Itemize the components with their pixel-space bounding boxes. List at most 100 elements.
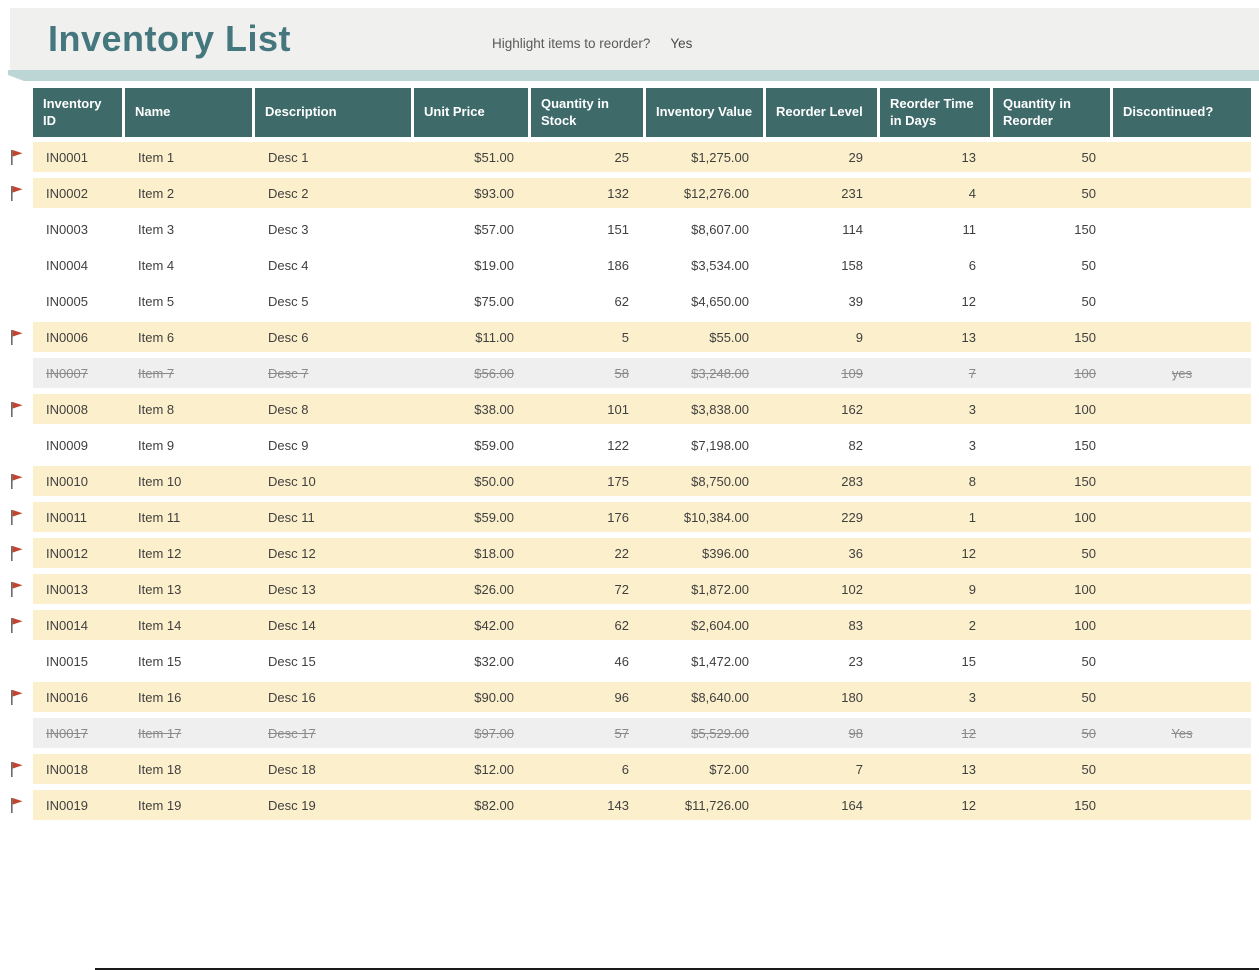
cell-inventory-value[interactable]: $5,529.00 xyxy=(691,725,749,741)
cell-description[interactable]: Desc 2 xyxy=(268,185,309,201)
cell-name[interactable]: Item 6 xyxy=(138,329,175,345)
cell-discontinued[interactable] xyxy=(1113,610,1251,640)
cell-inventory-value[interactable]: $8,640.00 xyxy=(691,689,749,705)
cell-discontinued[interactable] xyxy=(1113,286,1251,316)
cell-discontinued[interactable] xyxy=(1113,790,1251,820)
cell-reorder-time[interactable]: 12 xyxy=(961,725,976,741)
cell-reorder-time[interactable]: 4 xyxy=(968,185,976,201)
cell-name[interactable]: Item 19 xyxy=(138,797,182,813)
cell-reorder-time[interactable]: 12 xyxy=(961,797,976,813)
cell-reorder-level[interactable]: 164 xyxy=(841,797,863,813)
cell-quantity-in-reorder[interactable]: 50 xyxy=(1081,761,1096,777)
cell-quantity-in-reorder[interactable]: 150 xyxy=(1074,221,1096,237)
cell-inventory-id[interactable]: IN0001 xyxy=(46,149,88,165)
cell-unit-price[interactable]: $19.00 xyxy=(474,257,514,273)
cell-unit-price[interactable]: $11.00 xyxy=(475,329,514,345)
column-header-discontinued[interactable]: Discontinued? xyxy=(1113,88,1251,137)
cell-reorder-time[interactable]: 7 xyxy=(968,365,976,381)
cell-quantity-in-reorder[interactable]: 100 xyxy=(1074,365,1096,381)
cell-reorder-time[interactable]: 15 xyxy=(961,653,976,669)
cell-reorder-time[interactable]: 13 xyxy=(961,761,976,777)
cell-discontinued[interactable]: yes xyxy=(1171,365,1193,381)
cell-inventory-value[interactable]: $1,872.00 xyxy=(691,581,749,597)
cell-reorder-level[interactable]: 23 xyxy=(848,653,863,669)
cell-description[interactable]: Desc 5 xyxy=(268,293,309,309)
cell-discontinued[interactable] xyxy=(1113,754,1251,784)
cell-quantity-in-stock[interactable]: 176 xyxy=(607,509,629,525)
cell-description[interactable]: Desc 16 xyxy=(268,689,316,705)
cell-name[interactable]: Item 9 xyxy=(138,437,175,453)
cell-discontinued[interactable] xyxy=(1113,466,1251,496)
cell-quantity-in-reorder[interactable]: 50 xyxy=(1081,293,1096,309)
cell-reorder-time[interactable]: 12 xyxy=(961,545,976,561)
cell-name[interactable]: Item 7 xyxy=(138,365,175,381)
cell-inventory-value[interactable]: $1,472.00 xyxy=(691,653,749,669)
cell-quantity-in-stock[interactable]: 22 xyxy=(614,545,629,561)
cell-inventory-id[interactable]: IN0005 xyxy=(46,293,88,309)
cell-quantity-in-stock[interactable]: 62 xyxy=(614,293,629,309)
cell-unit-price[interactable]: $75.00 xyxy=(474,293,514,309)
column-header-quantity-in-reorder[interactable]: Quantity in Reorder xyxy=(993,88,1110,137)
cell-reorder-level[interactable]: 283 xyxy=(841,473,863,489)
column-header-inventory-value[interactable]: Inventory Value xyxy=(646,88,763,137)
cell-inventory-value[interactable]: $2,604.00 xyxy=(691,617,749,633)
cell-description[interactable]: Desc 13 xyxy=(268,581,316,597)
cell-reorder-time[interactable]: 9 xyxy=(968,581,976,597)
cell-description[interactable]: Desc 15 xyxy=(268,653,316,669)
cell-inventory-id[interactable]: IN0004 xyxy=(46,257,88,273)
cell-inventory-id[interactable]: IN0013 xyxy=(46,581,88,597)
cell-quantity-in-reorder[interactable]: 50 xyxy=(1081,545,1096,561)
cell-discontinued[interactable] xyxy=(1113,214,1251,244)
cell-unit-price[interactable]: $42.00 xyxy=(474,617,514,633)
cell-name[interactable]: Item 5 xyxy=(138,293,175,309)
cell-name[interactable]: Item 14 xyxy=(138,617,182,633)
cell-reorder-time[interactable]: 11 xyxy=(962,221,977,237)
cell-inventory-id[interactable]: IN0006 xyxy=(46,329,88,345)
cell-inventory-id[interactable]: IN0016 xyxy=(46,689,88,705)
cell-inventory-id[interactable]: IN0002 xyxy=(46,185,88,201)
cell-reorder-time[interactable]: 1 xyxy=(968,509,976,525)
cell-reorder-time[interactable]: 12 xyxy=(961,293,976,309)
cell-reorder-level[interactable]: 39 xyxy=(848,293,863,309)
cell-description[interactable]: Desc 4 xyxy=(268,257,309,273)
cell-quantity-in-reorder[interactable]: 50 xyxy=(1081,653,1096,669)
cell-reorder-level[interactable]: 162 xyxy=(841,401,863,417)
cell-quantity-in-stock[interactable]: 6 xyxy=(621,761,629,777)
cell-quantity-in-stock[interactable]: 132 xyxy=(607,185,629,201)
cell-inventory-id[interactable]: IN0015 xyxy=(46,653,88,669)
cell-description[interactable]: Desc 12 xyxy=(268,545,316,561)
cell-inventory-id[interactable]: IN0011 xyxy=(46,509,87,525)
column-header-inventory-id[interactable]: Inventory ID xyxy=(33,88,122,137)
cell-quantity-in-reorder[interactable]: 100 xyxy=(1074,617,1096,633)
column-header-reorder-time[interactable]: Reorder Time in Days xyxy=(880,88,990,137)
cell-discontinued[interactable] xyxy=(1113,538,1251,568)
cell-unit-price[interactable]: $12.00 xyxy=(474,761,514,777)
cell-name[interactable]: Item 15 xyxy=(138,653,182,669)
cell-inventory-value[interactable]: $11,726.00 xyxy=(684,797,749,813)
cell-discontinued[interactable] xyxy=(1113,322,1251,352)
cell-discontinued[interactable] xyxy=(1113,178,1251,208)
highlight-answer-value[interactable]: Yes xyxy=(670,36,693,51)
cell-inventory-value[interactable]: $3,248.00 xyxy=(691,365,749,381)
cell-inventory-id[interactable]: IN0003 xyxy=(46,221,88,237)
cell-unit-price[interactable]: $51.00 xyxy=(474,149,514,165)
cell-discontinued[interactable] xyxy=(1113,682,1251,712)
cell-unit-price[interactable]: $56.00 xyxy=(474,365,514,381)
cell-reorder-level[interactable]: 7 xyxy=(855,761,863,777)
cell-reorder-level[interactable]: 229 xyxy=(841,509,863,525)
cell-quantity-in-stock[interactable]: 58 xyxy=(614,365,629,381)
cell-reorder-level[interactable]: 114 xyxy=(842,221,863,237)
cell-reorder-level[interactable]: 231 xyxy=(841,185,863,201)
cell-reorder-time[interactable]: 6 xyxy=(968,257,976,273)
cell-reorder-time[interactable]: 3 xyxy=(968,401,976,417)
cell-description[interactable]: Desc 7 xyxy=(268,365,309,381)
cell-unit-price[interactable]: $32.00 xyxy=(474,653,514,669)
cell-unit-price[interactable]: $90.00 xyxy=(474,689,514,705)
cell-inventory-id[interactable]: IN0019 xyxy=(46,797,88,813)
cell-description[interactable]: Desc 9 xyxy=(268,437,309,453)
cell-inventory-id[interactable]: IN0017 xyxy=(46,725,88,741)
cell-inventory-value[interactable]: $3,534.00 xyxy=(691,257,749,273)
cell-quantity-in-reorder[interactable]: 100 xyxy=(1074,401,1096,417)
cell-discontinued[interactable] xyxy=(1113,142,1251,172)
cell-description[interactable]: Desc 11 xyxy=(268,509,315,525)
